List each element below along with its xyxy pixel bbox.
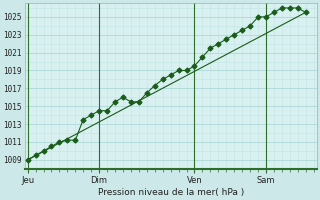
X-axis label: Pression niveau de la mer( hPa ): Pression niveau de la mer( hPa ) (98, 188, 244, 197)
